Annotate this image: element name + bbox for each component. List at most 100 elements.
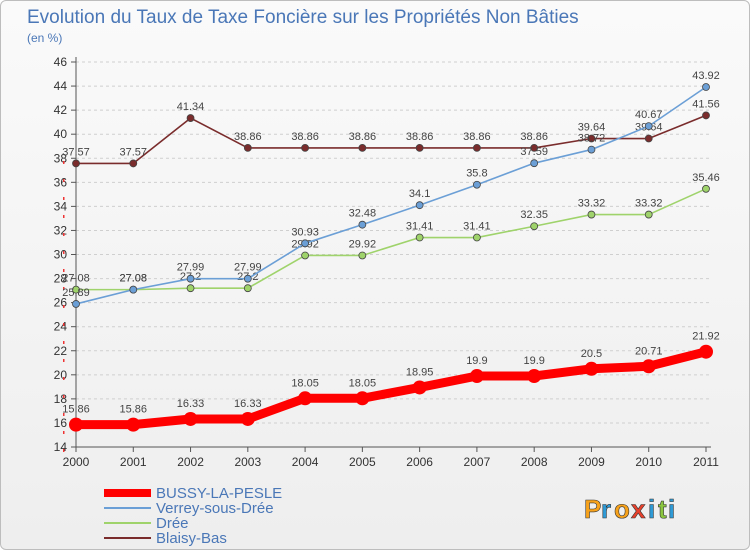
data-point [644,210,653,219]
legend-label: BUSSY-LA-PESLE [156,485,282,502]
legend-item: BUSSY-LA-PESLE [104,485,282,502]
x-tick-label: 2007 [464,455,491,469]
data-point [298,391,313,406]
data-label: 38.86 [349,131,377,143]
axis-marker [63,269,65,272]
data-label: 27.08 [120,273,148,285]
x-tick-label: 2001 [120,455,147,469]
y-tick-label: 44 [54,79,68,93]
y-tick-label: 22 [54,344,68,358]
axis-marker [63,449,65,452]
data-point [530,222,539,231]
axis-marker [63,251,65,254]
data-point [641,359,656,374]
series-line [75,86,707,305]
data-point [587,134,596,143]
data-point [186,274,195,283]
data-point [301,144,309,152]
data-point [530,144,539,152]
data-label: 18.05 [349,377,377,389]
legend-label: Verrey-sous-Drée [156,500,274,517]
data-point [415,201,424,210]
data-label: 27.99 [234,262,262,274]
data-label: 31.41 [463,221,491,233]
data-point [183,411,198,426]
axis-marker [63,395,65,398]
data-label: 20.71 [635,345,663,357]
data-point [243,274,252,283]
data-point [72,300,80,308]
data-point [473,180,481,189]
data-point [587,145,596,154]
logo-letter: i [668,494,675,524]
data-point [702,184,710,193]
axis-marker [63,305,65,308]
data-label: 38.72 [578,133,606,145]
logo-letter: P [584,494,601,524]
data-label: 40.67 [635,109,663,121]
data-point [415,144,424,152]
data-point [644,122,653,131]
y-tick-label: 20 [54,368,68,382]
grid [76,61,711,424]
data-label: 32.35 [520,209,548,221]
series-dr-e: 27.0827.0827.227.229.9229.9231.4131.4132… [62,172,720,294]
x-tick-label: 2002 [177,455,204,469]
data-label: 33.32 [578,198,606,210]
data-point [186,284,195,293]
data-point [69,417,83,432]
legend: BUSSY-LA-PESLEVerrey-sous-DréeDréeBlaisy… [104,485,282,547]
legend-label: Drée [156,515,189,532]
data-label: 38.86 [234,131,262,143]
data-point [129,285,138,294]
data-label: 29.92 [349,238,377,250]
data-point [699,344,713,359]
data-point [72,159,80,168]
data-label: 41.34 [177,101,205,113]
x-tick-label: 2010 [635,455,662,469]
data-label: 35.8 [466,168,487,180]
series-line [75,188,707,291]
logo-letter: t [658,494,667,524]
legend-label: Blaisy-Bas [156,530,227,547]
data-label: 38.86 [520,131,548,143]
data-point [301,239,309,248]
series-blaisy-bas: 37.57 37.57 41.34 38.86 38.86 38.86 38.86 38.86… [62,98,720,168]
data-point [301,251,309,260]
data-point [243,284,252,293]
x-tick-label: 2003 [234,455,261,469]
axis-marker [63,215,65,218]
y-tick-label: 36 [54,175,68,189]
x-tick-label: 2005 [349,455,376,469]
legend-item: Verrey-sous-Drée [104,500,274,517]
data-label: 37.59 [520,146,548,158]
data-label: 15.86 [120,404,148,416]
data-point [702,111,710,120]
data-point [527,369,542,384]
data-label: 27.08 [62,273,90,285]
data-label: 27.08 [120,273,148,285]
x-tick-label: 2008 [521,455,548,469]
data-point [412,380,427,395]
data-label: 27.99 [177,262,205,274]
y-tick-label: 32 [54,223,68,237]
axis-marker [63,413,65,416]
data-label: 37.57 [62,146,90,158]
logo-letter: r [601,494,611,524]
data-label: 30.93 [291,226,319,238]
data-point [358,220,367,229]
data-point [358,251,367,260]
data-label: 31.41 [406,221,434,233]
data-point [469,369,484,384]
data-point [358,144,367,152]
series-bussy-la-pesle: 15.86 15.86 16.33 16.33 18.05 18.05 18.95 19.9 1… [62,331,720,432]
axis-marker [63,197,65,200]
data-label: 25.89 [62,287,90,299]
y-tick-label: 30 [54,248,68,262]
axis-marker [63,179,65,182]
logo-letter: x [631,494,646,524]
y-tick-label: 16 [54,416,68,430]
axis-marker [63,287,65,290]
